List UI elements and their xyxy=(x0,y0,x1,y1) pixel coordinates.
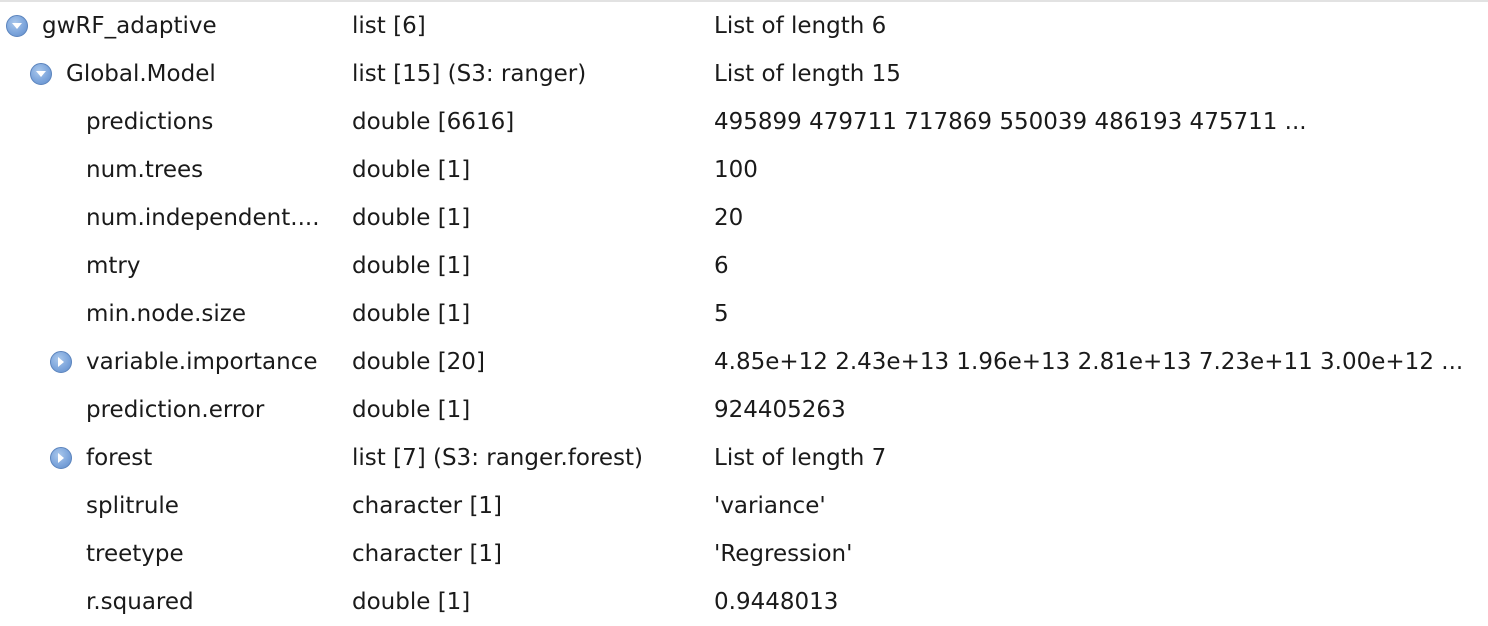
variable-type: double [1] xyxy=(352,301,471,327)
variable-name: gwRF_adaptive xyxy=(42,13,217,39)
variable-type: double [6616] xyxy=(352,109,515,135)
variable-name: r.squared xyxy=(86,589,194,615)
variable-name: forest xyxy=(86,445,153,471)
tree-row-num-independent[interactable]: num.independent.... double [1] 20 xyxy=(0,194,1488,242)
variable-type: double [1] xyxy=(352,157,471,183)
tree-row-num-trees[interactable]: num.trees double [1] 100 xyxy=(0,146,1488,194)
variable-value: 4.85e+12 2.43e+13 1.96e+13 2.81e+13 7.23… xyxy=(714,349,1464,375)
variable-value: 5 xyxy=(714,301,729,327)
variable-value: 'variance' xyxy=(714,493,826,519)
tree-row-splitrule[interactable]: splitrule character [1] 'variance' xyxy=(0,482,1488,530)
variable-value: List of length 7 xyxy=(714,445,887,471)
collapsed-right-arrow-icon[interactable] xyxy=(50,447,72,469)
variable-name: variable.importance xyxy=(86,349,318,375)
variable-type: list [15] (S3: ranger) xyxy=(352,61,587,87)
variable-type: character [1] xyxy=(352,541,503,567)
variable-name: Global.Model xyxy=(66,61,216,87)
variable-value: 6 xyxy=(714,253,729,279)
variable-name: splitrule xyxy=(86,493,179,519)
variable-name: num.independent.... xyxy=(86,205,320,231)
tree-row-predictions[interactable]: predictions double [6616] 495899 479711 … xyxy=(0,98,1488,146)
variable-name: prediction.error xyxy=(86,397,265,423)
tree-row-treetype[interactable]: treetype character [1] 'Regression' xyxy=(0,530,1488,578)
expanded-down-arrow-icon[interactable] xyxy=(6,15,28,37)
variable-type: list [6] xyxy=(352,13,426,39)
tree-row-mtry[interactable]: mtry double [1] 6 xyxy=(0,242,1488,290)
variable-value: 924405263 xyxy=(714,397,846,423)
variable-type: double [1] xyxy=(352,205,471,231)
tree-row-min-node-size[interactable]: min.node.size double [1] 5 xyxy=(0,290,1488,338)
variable-value: 495899 479711 717869 550039 486193 47571… xyxy=(714,109,1307,135)
tree-row-prediction-error[interactable]: prediction.error double [1] 924405263 xyxy=(0,386,1488,434)
variable-name: treetype xyxy=(86,541,184,567)
expanded-down-arrow-icon[interactable] xyxy=(30,63,52,85)
variable-name: min.node.size xyxy=(86,301,246,327)
collapsed-right-arrow-icon[interactable] xyxy=(50,351,72,373)
variable-value: 0.9448013 xyxy=(714,589,839,615)
variable-value: 'Regression' xyxy=(714,541,853,567)
tree-row-forest[interactable]: forest list [7] (S3: ranger.forest) List… xyxy=(0,434,1488,482)
variable-name: num.trees xyxy=(86,157,204,183)
variable-type: double [1] xyxy=(352,589,471,615)
variable-type: character [1] xyxy=(352,493,503,519)
variable-value: List of length 6 xyxy=(714,13,887,39)
variable-type: list [7] (S3: ranger.forest) xyxy=(352,445,644,471)
tree-row-global-model[interactable]: Global.Model list [15] (S3: ranger) List… xyxy=(0,50,1488,98)
variable-name: mtry xyxy=(86,253,141,279)
variable-name: predictions xyxy=(86,109,214,135)
variable-type: double [1] xyxy=(352,397,471,423)
variable-value: List of length 15 xyxy=(714,61,901,87)
variable-type: double [1] xyxy=(352,253,471,279)
tree-row-r-squared[interactable]: r.squared double [1] 0.9448013 xyxy=(0,578,1488,626)
tree-row-gwrf-adaptive[interactable]: gwRF_adaptive list [6] List of length 6 xyxy=(0,2,1488,50)
variable-value: 100 xyxy=(714,157,758,183)
variable-type: double [20] xyxy=(352,349,485,375)
variable-value: 20 xyxy=(714,205,744,231)
top-border xyxy=(0,0,1488,2)
tree-row-variable-importance[interactable]: variable.importance double [20] 4.85e+12… xyxy=(0,338,1488,386)
